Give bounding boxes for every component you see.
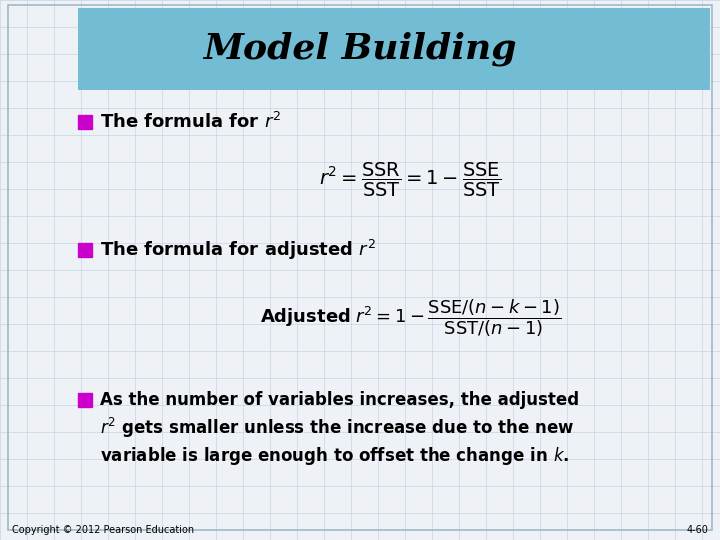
Bar: [78, 393, 92, 407]
Text: Model Building: Model Building: [203, 32, 517, 66]
Text: The formula for adjusted $r^2$: The formula for adjusted $r^2$: [100, 238, 376, 262]
Text: $\mathrm{\mathbf{Adjusted}}\; r^2 = 1 - \dfrac{\mathrm{SSE}/(n-k-1)}{\mathrm{SST: $\mathrm{\mathbf{Adjusted}}\; r^2 = 1 - …: [260, 297, 561, 339]
Text: $r^2$ gets smaller unless the increase due to the new: $r^2$ gets smaller unless the increase d…: [100, 416, 574, 440]
Text: The formula for $r^2$: The formula for $r^2$: [100, 112, 282, 132]
Text: As the number of variables increases, the adjusted: As the number of variables increases, th…: [100, 391, 579, 409]
Bar: [78, 115, 92, 129]
Text: 4-60: 4-60: [686, 525, 708, 535]
Bar: [78, 243, 92, 257]
Text: variable is large enough to offset the change in $k$.: variable is large enough to offset the c…: [100, 445, 570, 467]
Text: Copyright © 2012 Pearson Education: Copyright © 2012 Pearson Education: [12, 525, 194, 535]
Text: $r^2 = \dfrac{\mathrm{SSR}}{\mathrm{SST}} = 1 - \dfrac{\mathrm{SSE}}{\mathrm{SST: $r^2 = \dfrac{\mathrm{SSR}}{\mathrm{SST}…: [319, 161, 502, 199]
Bar: [78, 8, 710, 90]
